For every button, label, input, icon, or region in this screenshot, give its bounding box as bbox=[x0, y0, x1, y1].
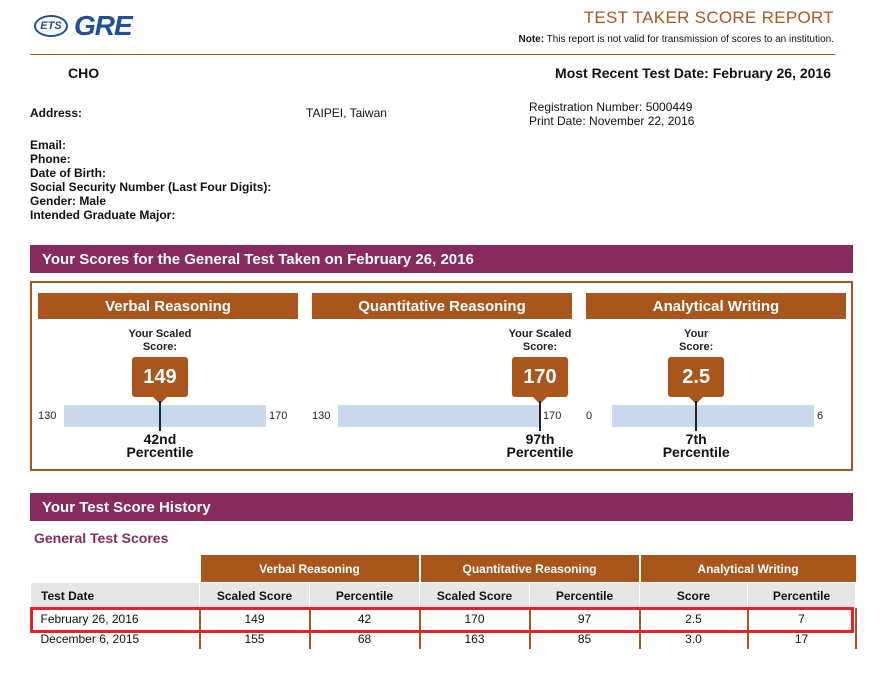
table-row: December 6, 2015 155 68 163 85 3.0 17 bbox=[31, 629, 857, 649]
print-date: Print Date: November 22, 2016 bbox=[529, 114, 695, 128]
personal-info: Email: Phone: Date of Birth: Social Secu… bbox=[30, 138, 271, 222]
row1-date: February 26, 2016 bbox=[40, 612, 139, 626]
row1-writing-score: 2.5 bbox=[638, 608, 748, 629]
address-value: TAIPEI, Taiwan bbox=[306, 106, 387, 120]
col-verbal-percentile: Percentile bbox=[309, 582, 420, 609]
score-range-bar bbox=[64, 405, 266, 427]
scaled-score-label-line2: Score: bbox=[522, 341, 558, 353]
row1-writing-percentile: 7 bbox=[746, 608, 857, 629]
percentile-rank: 7th bbox=[685, 431, 707, 447]
most-recent-test-date: Most Recent Test Date: February 26, 2016 bbox=[555, 65, 831, 81]
row1-quant-scaled: 170 bbox=[418, 608, 530, 629]
major-label: Intended Graduate Major: bbox=[30, 208, 176, 222]
registration-number: Registration Number: 5000449 bbox=[529, 100, 693, 114]
range-max: 6 bbox=[817, 410, 824, 422]
row1-quant-percentile: 97 bbox=[528, 608, 640, 629]
score-range-bar bbox=[338, 405, 540, 427]
score-card: Quantitative Reasoning Your Scaled Score: 1… bbox=[312, 293, 573, 463]
scaled-score-value: 149 bbox=[131, 357, 188, 404]
header-divider bbox=[30, 54, 835, 55]
note-label: Note: bbox=[518, 34, 545, 45]
range-max: 170 bbox=[543, 410, 562, 422]
col-writing-score: Score bbox=[639, 582, 748, 609]
scaled-score-label-line2: Score: bbox=[142, 341, 178, 353]
address-label: Address: bbox=[30, 106, 83, 120]
col-verbal-scaled: Scaled Score bbox=[199, 582, 310, 609]
group-analytical-writing: Analytical Writing bbox=[638, 555, 856, 583]
score-history-table: Verbal Reasoning Quantitative Reasoning … bbox=[30, 555, 857, 649]
email-label: Email: bbox=[30, 138, 67, 152]
scaled-score-label-line2: Score: bbox=[679, 341, 714, 353]
percentile-label: 42nd Percentile bbox=[110, 431, 210, 460]
score-card-title: Verbal Reasoning bbox=[38, 293, 298, 319]
ets-logo: ETS bbox=[34, 15, 68, 37]
score-range-bar bbox=[612, 405, 814, 427]
scaled-score-label: Your Scaled Score: bbox=[110, 328, 210, 354]
range-min: 130 bbox=[312, 410, 331, 422]
report-note: Note: This report is not valid for trans… bbox=[518, 34, 834, 45]
ssn-label: Social Security Number (Last Four Digits… bbox=[30, 180, 272, 194]
highlight-box bbox=[30, 607, 854, 633]
scaled-score-label: Your Score: bbox=[646, 328, 746, 354]
general-test-scores-heading: General Test Scores bbox=[34, 530, 169, 546]
col-writing-percentile: Percentile bbox=[747, 582, 856, 609]
table-group-header-row: Verbal Reasoning Quantitative Reasoning … bbox=[31, 555, 856, 583]
scaled-score-label-line1: Your bbox=[684, 328, 709, 340]
range-min: 130 bbox=[38, 410, 57, 422]
gender-label: Gender: Male bbox=[30, 194, 107, 208]
candidate-name: CHO bbox=[68, 65, 100, 81]
percentile-label: 97th Percentile bbox=[490, 431, 590, 460]
group-quantitative-reasoning: Quantitative Reasoning bbox=[418, 555, 640, 583]
report-title: TEST TAKER SCORE REPORT bbox=[583, 8, 834, 27]
row2-quant-scaled: 163 bbox=[418, 629, 530, 649]
scaled-score-label-line1: Your Scaled bbox=[128, 328, 192, 340]
score-marker bbox=[539, 401, 541, 431]
group-verbal-reasoning: Verbal Reasoning bbox=[198, 555, 420, 583]
score-card: Analytical Writing Your Score: 2.5 0 6 7th Perc… bbox=[586, 293, 846, 463]
score-marker bbox=[695, 401, 698, 431]
row1-verbal-scaled: 149 bbox=[198, 608, 310, 629]
row2-writing-score: 3.0 bbox=[638, 629, 748, 649]
table-column-header-row: Test Date Scaled Score Percentile Scaled… bbox=[30, 582, 856, 609]
percentile-word: Percentile bbox=[506, 444, 574, 460]
percentile-label: 7th Percentile bbox=[646, 431, 746, 460]
score-card-title: Analytical Writing bbox=[586, 293, 846, 319]
col-quant-scaled: Scaled Score bbox=[419, 582, 530, 609]
registration-block: Registration Number: 5000449 Print Date:… bbox=[529, 100, 694, 128]
col-quant-percentile: Percentile bbox=[529, 582, 640, 609]
row1-verbal-percentile: 42 bbox=[308, 608, 420, 629]
scaled-score-label: Your Scaled Score: bbox=[490, 328, 590, 354]
percentile-word: Percentile bbox=[662, 444, 730, 460]
percentile-rank: 97th bbox=[525, 431, 555, 447]
range-max: 170 bbox=[269, 410, 288, 422]
row2-verbal-scaled: 155 bbox=[198, 629, 310, 649]
col-test-date: Test Date bbox=[30, 582, 200, 609]
scores-section-bar: Your Scores for the General Test Taken o… bbox=[30, 245, 853, 273]
percentile-word: Percentile bbox=[126, 444, 194, 460]
table-row: February 26, 2016 149 42 170 97 2.5 7 bbox=[31, 608, 857, 629]
score-card: Verbal Reasoning Your Scaled Score: 149 130 1… bbox=[38, 293, 298, 463]
row2-date: December 6, 2015 bbox=[40, 632, 140, 646]
phone-label: Phone: bbox=[30, 152, 71, 166]
row2-verbal-percentile: 68 bbox=[308, 629, 420, 649]
percentile-rank: 42nd bbox=[143, 431, 177, 447]
scaled-score-label-line1: Your Scaled bbox=[508, 328, 572, 340]
dob-label: Date of Birth: bbox=[30, 166, 106, 180]
row2-quant-percentile: 85 bbox=[528, 629, 640, 649]
gre-logo: GRE bbox=[74, 10, 133, 41]
score-marker bbox=[158, 401, 161, 431]
scores-frame bbox=[30, 281, 853, 471]
score-card-title: Quantitative Reasoning bbox=[312, 293, 572, 319]
range-min: 0 bbox=[586, 410, 593, 422]
scaled-score-value: 2.5 bbox=[668, 357, 725, 404]
history-section-bar: Your Test Score History bbox=[30, 493, 853, 521]
row2-writing-percentile: 17 bbox=[746, 629, 857, 649]
scaled-score-value: 170 bbox=[512, 357, 568, 404]
table-group-spacer bbox=[31, 555, 200, 583]
note-text: This report is not valid for transmissio… bbox=[546, 34, 834, 45]
